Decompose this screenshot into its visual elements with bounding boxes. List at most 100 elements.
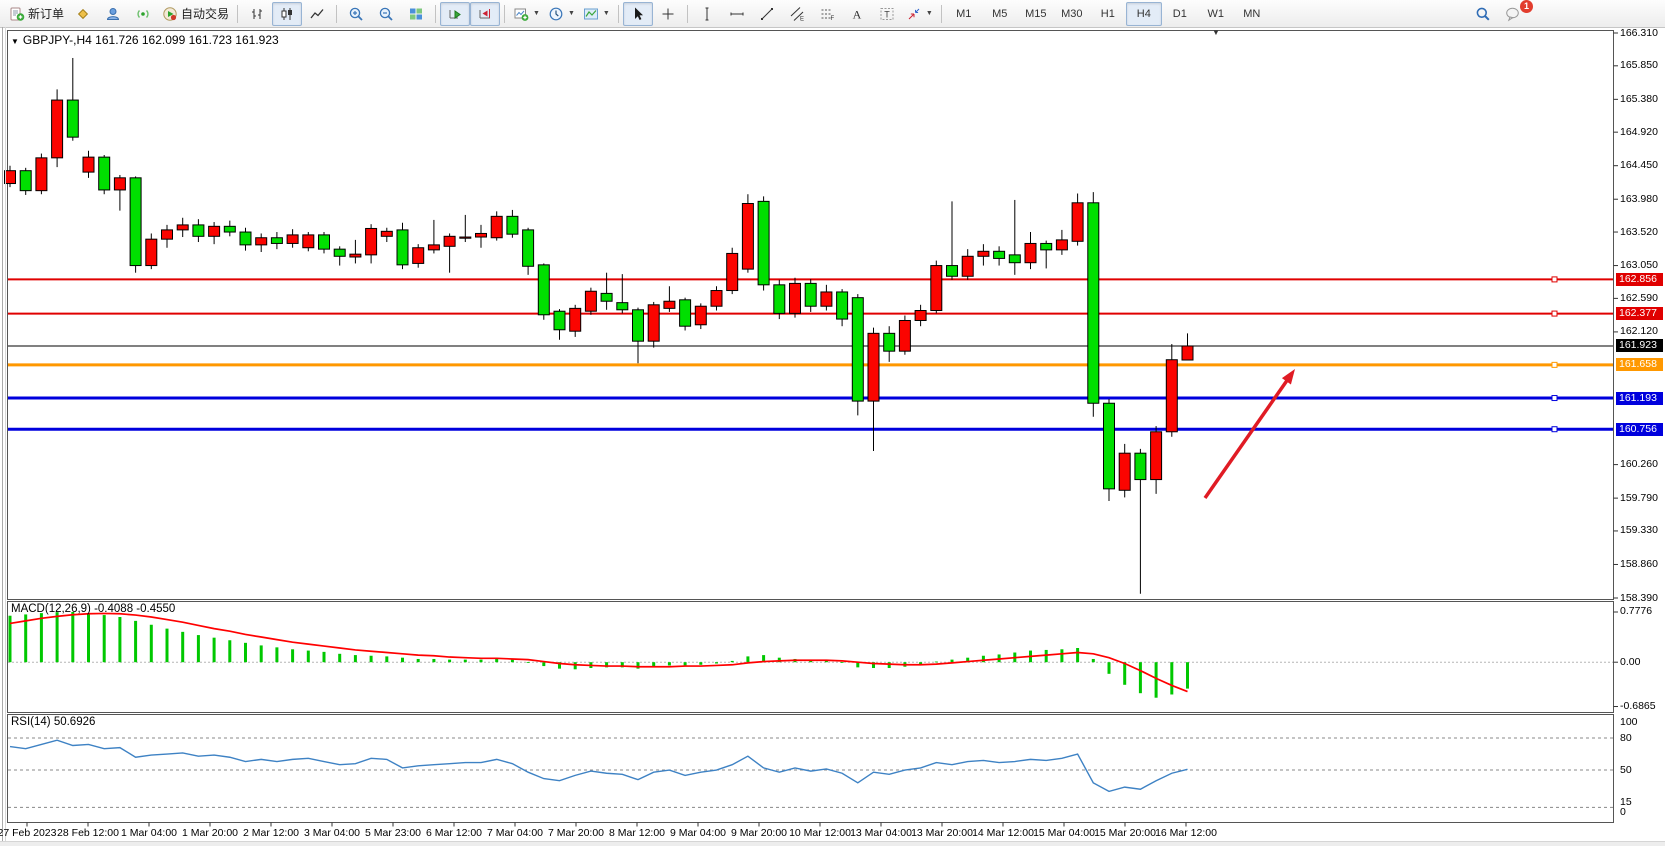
- macd-histogram-bar: [71, 611, 75, 663]
- timeframe-m30-button[interactable]: M30: [1061, 7, 1083, 20]
- macd-histogram-bar: [950, 659, 954, 663]
- candle-body: [223, 225, 236, 233]
- dropdown-caret-icon[interactable]: ▼: [925, 10, 933, 17]
- equidistant-channel-button[interactable]: E: [782, 2, 812, 26]
- templates-button[interactable]: ▼: [579, 2, 614, 26]
- dropdown-caret-icon[interactable]: ▼: [567, 10, 575, 17]
- chat-icon: [1505, 6, 1521, 22]
- hline-handle-161.658[interactable]: [1551, 361, 1558, 368]
- periods-button[interactable]: ▼: [544, 2, 579, 26]
- auto-scroll-button[interactable]: [440, 1, 471, 26]
- auto-trading-icon: [162, 6, 178, 22]
- timeframe-m5-button[interactable]: M5: [992, 7, 1008, 20]
- toolbar-separator: [617, 4, 619, 23]
- timeframe-h1-button[interactable]: H1: [1100, 7, 1115, 20]
- candle-body: [977, 250, 990, 257]
- new-chart-button[interactable]: ▼: [509, 2, 544, 26]
- macd-histogram-bar: [542, 662, 546, 667]
- macd-histogram-bar: [118, 617, 122, 663]
- svg-text:A: A: [853, 7, 862, 21]
- timeframe-d1-button[interactable]: D1: [1172, 7, 1187, 20]
- zoom-out-button[interactable]: [371, 2, 401, 26]
- cursor-button[interactable]: [622, 1, 653, 26]
- candle-chart-icon: [279, 6, 295, 22]
- chart-shift-button[interactable]: [470, 1, 501, 26]
- candle-body: [82, 156, 95, 173]
- dropdown-caret-icon[interactable]: ▼: [533, 10, 540, 17]
- trendline-button[interactable]: [752, 2, 782, 26]
- timeframe-mn-button[interactable]: MN: [1243, 7, 1261, 20]
- symbol-dropdown-icon[interactable]: ▼: [11, 37, 19, 46]
- text-button[interactable]: A: [842, 2, 872, 26]
- auto-trading-button[interactable]: 自动交易: [158, 2, 233, 26]
- toolbar: 新订单 自动交易 ▼ ▼ ▼ E F A T ▼ M1 M5 M15 M30 H1 H4 D1 W1 MN 1: [0, 0, 1665, 28]
- timeframe-m15-button[interactable]: M15: [1025, 7, 1047, 20]
- candle-body: [1024, 242, 1037, 264]
- new-order-icon: [9, 6, 25, 22]
- signals-button[interactable]: [128, 2, 158, 26]
- candle-body: [145, 238, 158, 267]
- rsi-line: [9, 739, 1188, 793]
- new-order-button[interactable]: 新订单: [5, 2, 68, 26]
- arrows-button[interactable]: ▼: [902, 2, 937, 26]
- chart-shift-marker-icon[interactable]: ▼: [1212, 28, 1220, 37]
- auto-trading-label: 自动交易: [181, 7, 230, 21]
- macd-histogram-bar: [306, 650, 310, 663]
- macd-pane-splitter[interactable]: [6, 598, 1614, 602]
- candle-body: [302, 234, 315, 249]
- profile-button[interactable]: [98, 2, 128, 26]
- time-axis-label: 5 Mar 23:00: [364, 827, 422, 839]
- time-axis-label: 3 Mar 04:00: [303, 827, 361, 839]
- candle-body: [161, 229, 173, 240]
- notification-badge: 1: [1520, 0, 1533, 13]
- hline-handle-162.856[interactable]: [1551, 276, 1558, 283]
- macd-histogram-bar: [1107, 662, 1111, 674]
- hline-handle-162.377[interactable]: [1551, 310, 1558, 317]
- annotation-arrow[interactable]: [1203, 372, 1294, 500]
- macd-histogram-bar: [463, 659, 467, 663]
- market-watch-button[interactable]: [68, 2, 98, 26]
- candle-body: [66, 99, 79, 138]
- chart-title[interactable]: ▼ GBPJPY-,H4 161.726 162.099 161.723 161.…: [11, 33, 279, 47]
- candle-body: [1103, 402, 1115, 490]
- timeframe-w1-button[interactable]: W1: [1207, 7, 1225, 20]
- hline-handle-160.756[interactable]: [1551, 426, 1558, 433]
- candle-body: [726, 252, 739, 292]
- candle-body: [19, 170, 32, 192]
- dropdown-caret-icon[interactable]: ▼: [602, 10, 610, 17]
- macd-histogram-bar: [715, 662, 718, 664]
- candle-body: [789, 282, 801, 314]
- horizontal-line-button[interactable]: [722, 2, 752, 26]
- candle-body: [490, 215, 503, 239]
- hline-handle-161.193[interactable]: [1551, 395, 1558, 402]
- candle-body: [946, 265, 958, 277]
- tile-windows-button[interactable]: [401, 2, 431, 26]
- timeframe-h4-button[interactable]: H4: [1125, 1, 1162, 26]
- candle-body: [113, 177, 126, 191]
- fibonacci-button[interactable]: F: [812, 2, 842, 26]
- vertical-line-button[interactable]: [692, 2, 722, 26]
- new-order-label: 新订单: [28, 7, 65, 21]
- candle-body: [757, 200, 770, 286]
- search-button[interactable]: [1468, 2, 1498, 26]
- notifications-button[interactable]: 1: [1498, 0, 1533, 26]
- macd-histogram-bar: [448, 659, 452, 663]
- timeframe-m1-button[interactable]: M1: [956, 7, 972, 20]
- line-chart-button[interactable]: [302, 2, 332, 26]
- macd-pane-frame: [7, 601, 1614, 713]
- price-marker-160.756: 160.756: [1616, 422, 1663, 436]
- macd-histogram-bar: [730, 660, 734, 663]
- candle-body: [239, 231, 252, 246]
- text-label-button[interactable]: T: [872, 2, 902, 26]
- bar-chart-button[interactable]: [242, 2, 272, 26]
- line-chart-icon: [309, 6, 325, 22]
- macd-histogram-bar: [1060, 649, 1064, 663]
- candle-body: [773, 284, 786, 314]
- candlestick-chart-button[interactable]: [272, 1, 303, 26]
- zoom-in-button[interactable]: [341, 2, 371, 26]
- zoom-in-icon: [348, 6, 364, 22]
- rsi-pane-splitter[interactable]: [6, 711, 1614, 715]
- annotation-arrow-head[interactable]: [1281, 369, 1295, 385]
- crosshair-button[interactable]: [653, 2, 683, 26]
